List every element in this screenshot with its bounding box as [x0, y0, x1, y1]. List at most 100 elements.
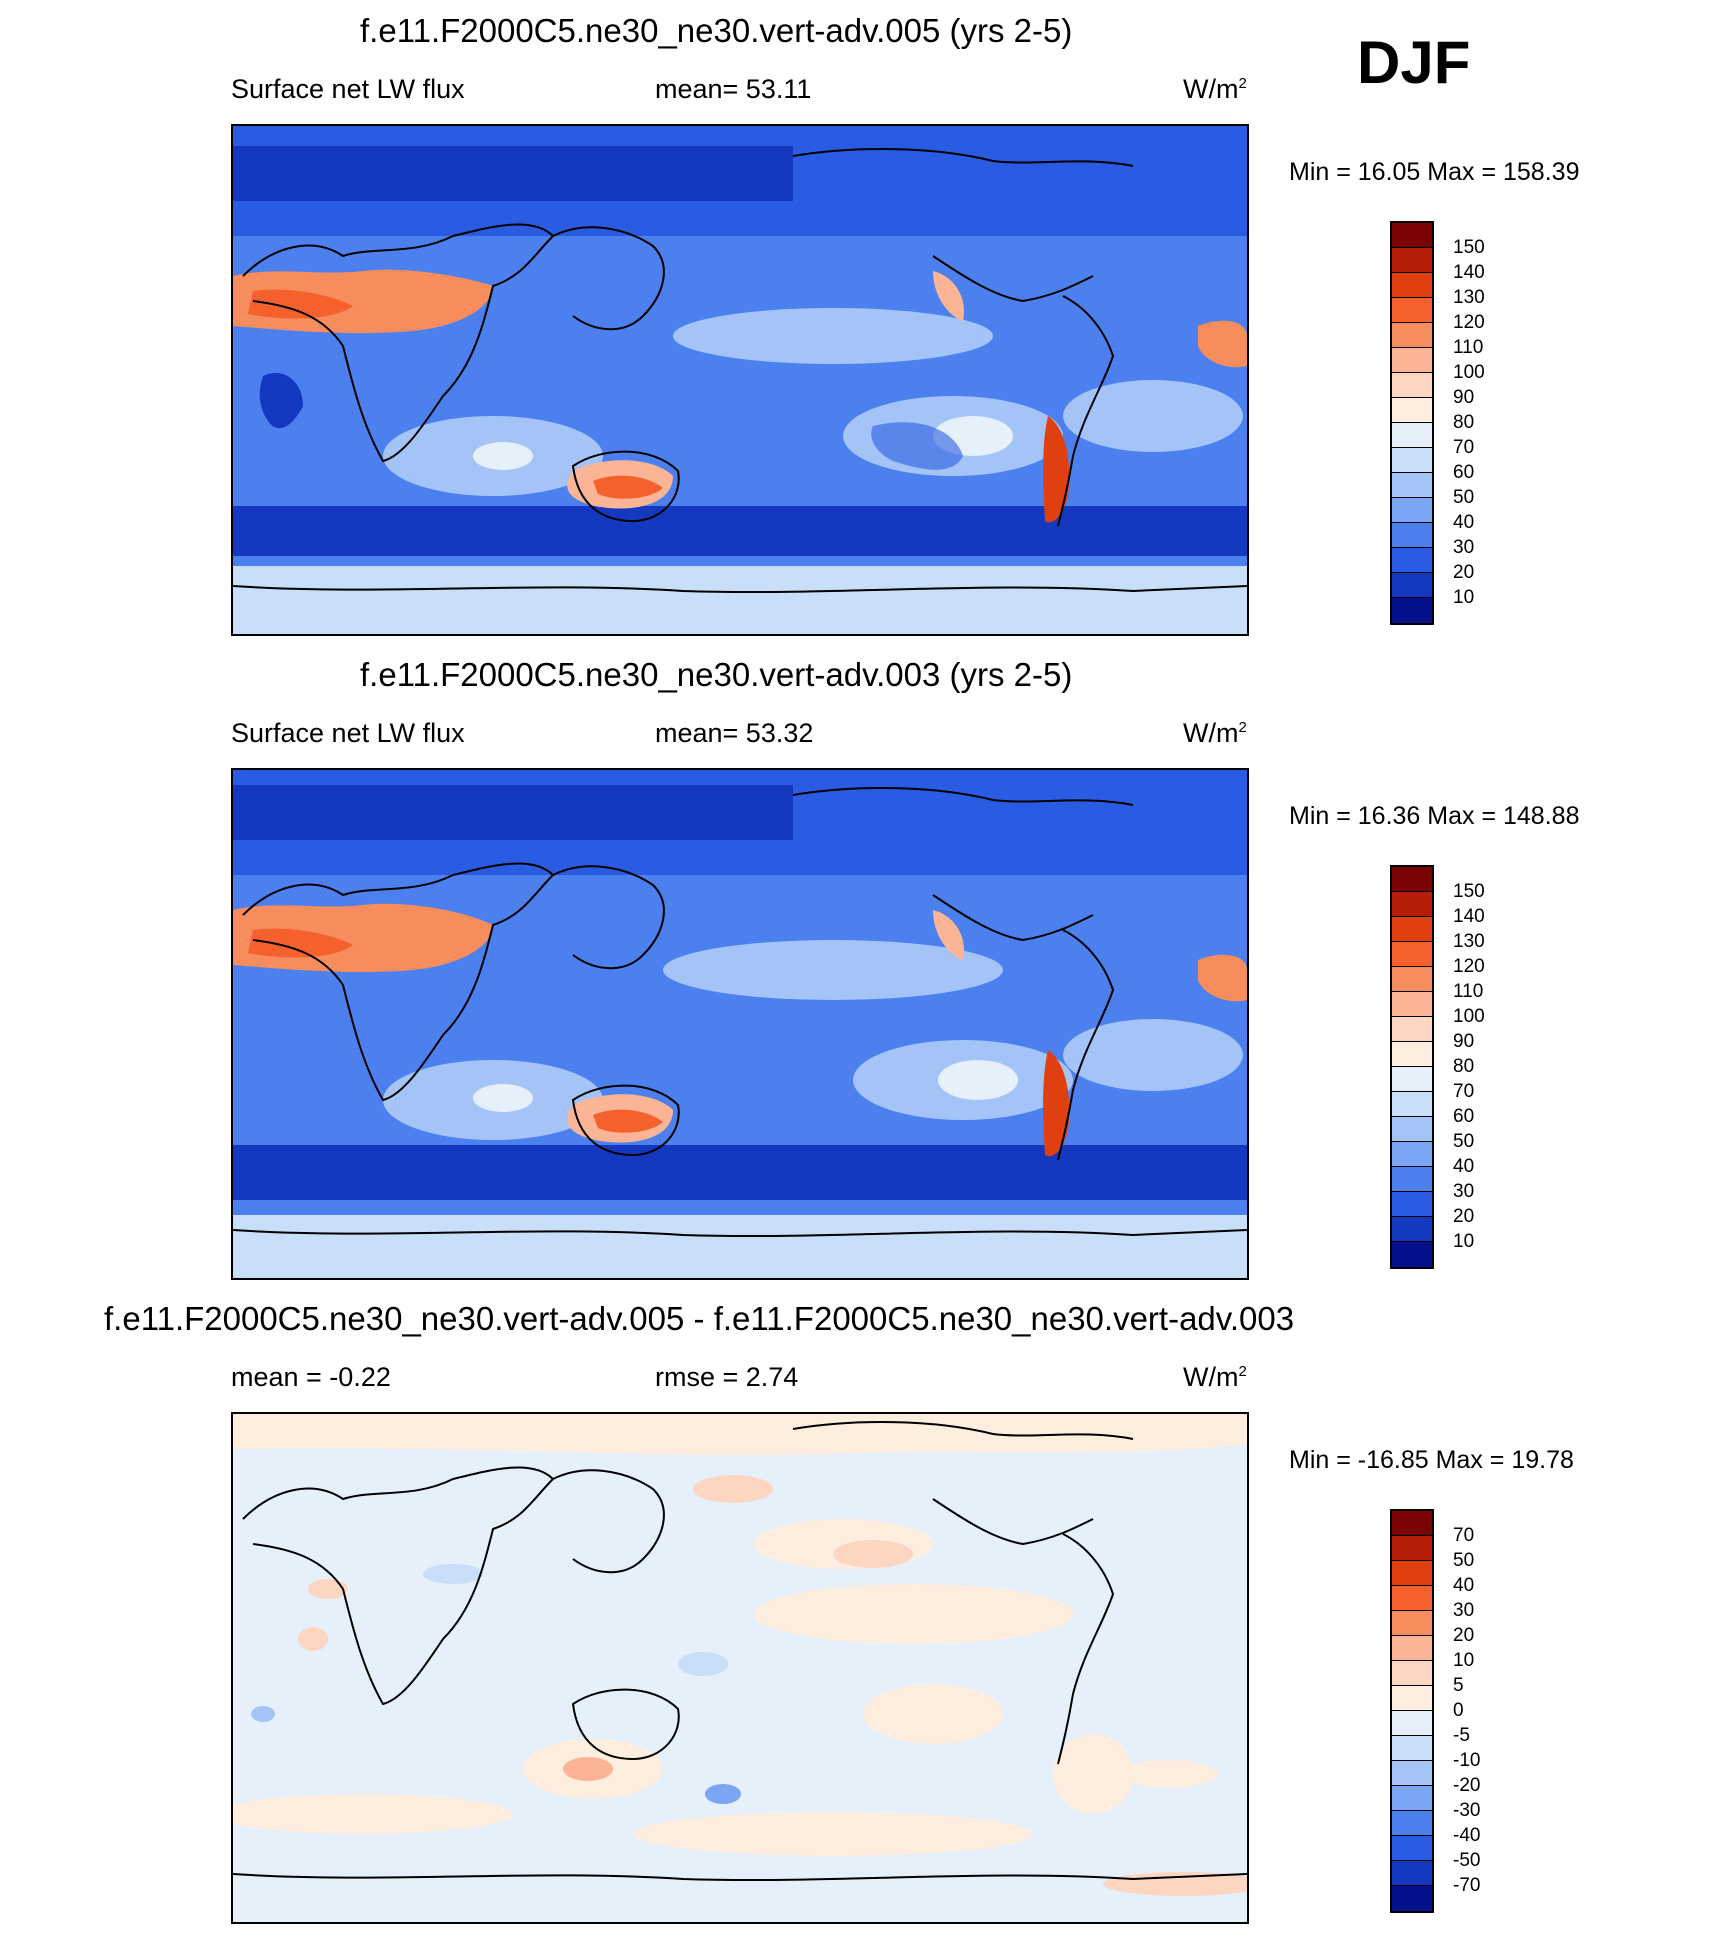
panel-3-colorbar	[1390, 1509, 1434, 1913]
colorbar-segment	[1392, 892, 1432, 917]
colorbar-segment	[1392, 992, 1432, 1017]
colorbar-tick-label: 20	[1453, 1206, 1475, 1227]
colorbar-segment	[1392, 473, 1432, 498]
colorbar-segment	[1392, 1217, 1432, 1242]
panel-2-title: f.e11.F2000C5.ne30_ne30.vert-adv.003 (yr…	[360, 656, 1073, 693]
colorbar-segment	[1392, 1636, 1432, 1661]
colorbar-segment	[1392, 1861, 1432, 1886]
colorbar-tick-label: 140	[1453, 906, 1485, 927]
colorbar-tick-label: 70	[1453, 437, 1475, 458]
colorbar-tick-label: 150	[1453, 881, 1485, 902]
colorbar-segment	[1392, 273, 1432, 298]
colorbar-tick-label: 110	[1453, 981, 1484, 1002]
colorbar-segment	[1392, 967, 1432, 992]
panel-1-mean: mean= 53.11	[655, 74, 812, 104]
panel-1-map	[231, 124, 1249, 636]
colorbar-segment	[1392, 1661, 1432, 1686]
panel-2-minmax: Min = 16.36 Max = 148.88	[1289, 802, 1580, 830]
colorbar-segment	[1392, 223, 1432, 248]
colorbar-tick-label: 40	[1453, 1575, 1475, 1596]
colorbar-tick-label: 140	[1453, 262, 1485, 283]
colorbar-tick-label: 50	[1453, 487, 1475, 508]
colorbar-segment	[1392, 523, 1432, 548]
colorbar-tick-label: 80	[1453, 412, 1475, 433]
panel-1-left-label: Surface net LW flux	[231, 74, 465, 104]
colorbar-segment	[1392, 1836, 1432, 1861]
colorbar-tick-label: 80	[1453, 1056, 1475, 1077]
colorbar-tick-label: 10	[1453, 587, 1475, 608]
colorbar-tick-label: 30	[1453, 537, 1475, 558]
panel-1-map-field	[233, 126, 1247, 634]
colorbar-segment	[1392, 348, 1432, 373]
colorbar-segment	[1392, 448, 1432, 473]
colorbar-segment	[1392, 942, 1432, 967]
panel-1-units: W/m2	[1183, 74, 1247, 104]
colorbar-segment	[1392, 867, 1432, 892]
panel-3-rmse: rmse = 2.74	[655, 1362, 799, 1392]
colorbar-tick-label: 130	[1453, 931, 1485, 952]
colorbar-tick-label: 90	[1453, 387, 1475, 408]
panel-3-mean: mean = -0.22	[231, 1362, 391, 1392]
colorbar-tick-label: 10	[1453, 1650, 1475, 1671]
colorbar-tick-label: -30	[1453, 1800, 1481, 1821]
colorbar-tick-label: -20	[1453, 1775, 1481, 1796]
panel-3-title: f.e11.F2000C5.ne30_ne30.vert-adv.005 - f…	[104, 1300, 1295, 1337]
panel-2-colorbar	[1390, 865, 1434, 1269]
colorbar-segment	[1392, 373, 1432, 398]
colorbar-tick-label: 100	[1453, 1006, 1485, 1027]
colorbar-segment	[1392, 1092, 1432, 1117]
colorbar-tick-label: 120	[1453, 956, 1485, 977]
colorbar-segment	[1392, 1786, 1432, 1811]
panel-2-units: W/m2	[1183, 718, 1247, 748]
colorbar-segment	[1392, 917, 1432, 942]
panel-2-left-label: Surface net LW flux	[231, 718, 465, 748]
panel-3-units: W/m2	[1183, 1362, 1247, 1392]
colorbar-segment	[1392, 548, 1432, 573]
colorbar-tick-label: 10	[1453, 1231, 1475, 1252]
colorbar-segment	[1392, 1886, 1432, 1911]
colorbar-segment	[1392, 1711, 1432, 1736]
colorbar-segment	[1392, 1736, 1432, 1761]
colorbar-tick-label: 5	[1453, 1675, 1464, 1696]
colorbar-tick-label: 60	[1453, 462, 1475, 483]
colorbar-segment	[1392, 1067, 1432, 1092]
colorbar-tick-label: 30	[1453, 1181, 1475, 1202]
colorbar-tick-label: 30	[1453, 1600, 1475, 1621]
colorbar-segment	[1392, 1811, 1432, 1836]
colorbar-segment	[1392, 1761, 1432, 1786]
colorbar-segment	[1392, 1167, 1432, 1192]
colorbar-tick-label: -5	[1453, 1725, 1470, 1746]
colorbar-segment	[1392, 248, 1432, 273]
panel-3-minmax: Min = -16.85 Max = 19.78	[1289, 1446, 1574, 1474]
colorbar-segment	[1392, 1042, 1432, 1067]
colorbar-segment	[1392, 1192, 1432, 1217]
colorbar-tick-label: -70	[1453, 1875, 1481, 1896]
colorbar-tick-label: 130	[1453, 287, 1485, 308]
colorbar-segment	[1392, 1536, 1432, 1561]
panel-1-title: f.e11.F2000C5.ne30_ne30.vert-adv.005 (yr…	[360, 12, 1073, 49]
colorbar-tick-label: 40	[1453, 1156, 1475, 1177]
colorbar-tick-label: 0	[1453, 1700, 1464, 1721]
colorbar-tick-label: 20	[1453, 562, 1475, 583]
colorbar-tick-label: -40	[1453, 1825, 1481, 1846]
colorbar-tick-label: 50	[1453, 1131, 1475, 1152]
colorbar-tick-label: 110	[1453, 337, 1484, 358]
season-label: DJF	[1357, 29, 1471, 96]
colorbar-segment	[1392, 1686, 1432, 1711]
colorbar-segment	[1392, 1611, 1432, 1636]
colorbar-tick-label: 100	[1453, 362, 1485, 383]
colorbar-segment	[1392, 573, 1432, 598]
panel-2-map	[231, 768, 1249, 1280]
colorbar-tick-label: 150	[1453, 237, 1485, 258]
colorbar-segment	[1392, 1142, 1432, 1167]
colorbar-tick-label: 50	[1453, 1550, 1475, 1571]
colorbar-segment	[1392, 398, 1432, 423]
panel-2-map-field	[233, 770, 1247, 1278]
colorbar-segment	[1392, 323, 1432, 348]
colorbar-tick-label: -10	[1453, 1750, 1481, 1771]
colorbar-tick-label: 90	[1453, 1031, 1475, 1052]
colorbar-segment	[1392, 1511, 1432, 1536]
colorbar-tick-label: 40	[1453, 512, 1475, 533]
colorbar-segment	[1392, 498, 1432, 523]
colorbar-tick-label: 20	[1453, 1625, 1475, 1646]
